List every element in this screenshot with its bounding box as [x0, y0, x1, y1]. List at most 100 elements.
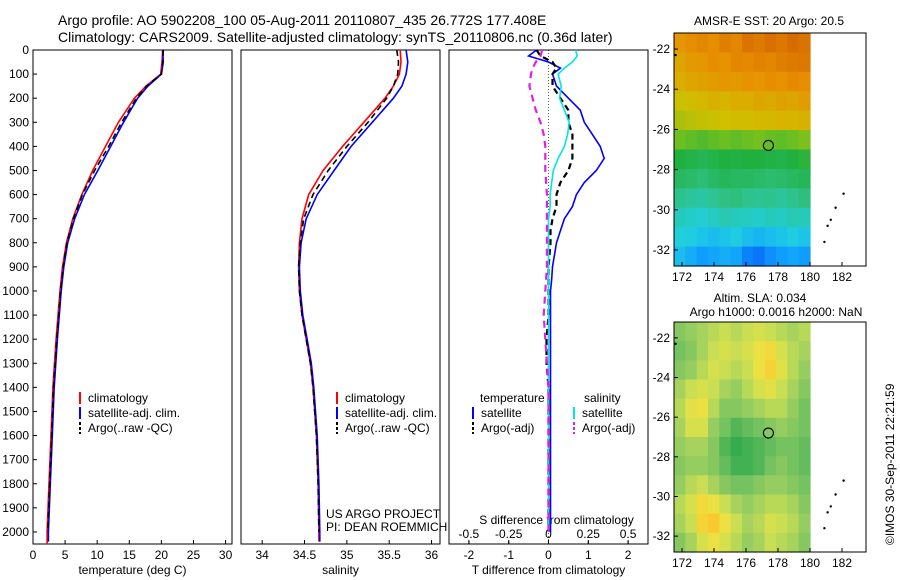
sst-map-cell — [696, 52, 709, 73]
sst-map-cell — [696, 246, 709, 267]
sst-map-cell — [776, 71, 788, 92]
sst-map-cell — [696, 227, 709, 248]
salinity-x-tick-label: 36 — [425, 548, 439, 562]
sst-map-cell — [708, 227, 720, 248]
temperature-y-tick-label: 600 — [9, 188, 29, 202]
sla-map-cell — [730, 437, 743, 457]
sla-map-cell — [764, 494, 777, 515]
sst-map-cell — [776, 110, 788, 131]
salinity-panel: 34 34.5 35 35.5 36 salinity climatologysatelli… — [240, 49, 441, 577]
sla-map-cell — [719, 513, 732, 534]
differences-series-line — [535, 49, 574, 532]
sst-map-cell — [674, 168, 686, 189]
sla-map-cell — [776, 513, 788, 534]
sst-map-cell — [798, 207, 811, 228]
sst-map-cell — [696, 188, 709, 209]
sst-map-cell — [798, 227, 811, 248]
sla-map-cell — [685, 322, 698, 342]
sst-map-cell — [685, 227, 698, 248]
sla-map-argo-marker — [762, 427, 774, 439]
sst-map-cell — [798, 110, 811, 131]
sla-map-cell — [674, 456, 686, 476]
sst-map-cell — [685, 33, 698, 54]
temperature-x-tick-label: 10 — [91, 548, 105, 562]
differences-top-tick-label: 0.25 — [577, 527, 601, 541]
sla-map-cell — [787, 341, 800, 361]
sla-map-cell — [798, 513, 811, 534]
temperature-y-tick-label: 500 — [9, 163, 29, 177]
sst-map-cell — [685, 71, 698, 92]
salinity-legend-label: Argo(..raw -QC) — [345, 421, 430, 435]
sst-map-cell — [787, 71, 800, 92]
sla-map-cell — [708, 379, 720, 400]
sla-map-cell — [719, 398, 732, 419]
sst-map-cell — [719, 52, 732, 73]
sla-map-cell — [753, 437, 766, 457]
sla-map-x-tick-label: 180 — [800, 556, 820, 570]
sst-map-cell — [730, 246, 743, 267]
sla-map-cell — [798, 437, 811, 457]
sla-map-cell — [742, 456, 754, 476]
sst-map-cell — [742, 71, 754, 92]
sla-map-cell — [776, 456, 788, 476]
sst-map-cell — [753, 130, 766, 151]
sla-map-cell — [719, 475, 732, 496]
sla-map-cell — [776, 341, 788, 361]
sst-map-cell — [708, 110, 720, 131]
differences-x-tick-label: 2 — [625, 548, 632, 562]
sst-map-cell — [719, 188, 732, 209]
pi-credit: PI: DEAN ROEMMICH — [326, 520, 447, 534]
sla-map-cell — [753, 475, 766, 496]
sst-map-cell — [764, 227, 777, 248]
sla-map-cell — [753, 417, 766, 438]
sla-map-cell — [674, 398, 686, 419]
sla-map-cell — [776, 360, 788, 381]
temperature-y-tick-label: 0 — [22, 43, 29, 57]
sst-map-cell — [764, 188, 777, 209]
sst-map-cell — [764, 52, 777, 73]
sst-map-cell — [730, 110, 743, 131]
sst-map-cell — [674, 33, 686, 54]
sst-map-cell — [787, 188, 800, 209]
temperature-legend-label: satellite-adj. clim. — [88, 406, 180, 420]
project-credit: US ARGO PROJECT — [326, 507, 441, 521]
salinity-x-tick-label: 35.5 — [378, 548, 402, 562]
sst-map-cell — [719, 168, 732, 189]
diff-salinity-legend-label: Argo(-adj) — [582, 421, 635, 435]
sla-map-cell — [787, 494, 800, 515]
figure-title-line1: Argo profile: AO 5902208_100 05-Aug-2011… — [58, 12, 546, 28]
sst-map-cell — [708, 207, 720, 228]
sla-map-cell — [685, 494, 698, 515]
sla-map-cell — [798, 379, 811, 400]
temperature-x-tick-label: 5 — [62, 548, 69, 562]
sst-map-cell — [776, 52, 788, 73]
temperature-y-tick-label: 900 — [9, 260, 29, 274]
differences-x-tick-label: -2 — [464, 548, 475, 562]
sla-map-y-tick-label: -32 — [653, 529, 671, 543]
sla-map-cell — [685, 417, 698, 438]
sst-map-cell — [798, 130, 811, 151]
diff-salinity-legend-label: satellite — [582, 406, 623, 420]
sst-map-cell — [719, 227, 732, 248]
sst-map-y-tick-label: -26 — [653, 122, 671, 136]
sst-map-cell — [674, 246, 686, 267]
sla-map-cell — [742, 513, 754, 534]
sst-map-cell — [685, 149, 698, 170]
sla-map-cell — [685, 379, 698, 400]
sla-map-cell — [719, 322, 732, 342]
differences-top-xlabel: S difference from climatology — [479, 513, 634, 527]
sla-map-cell — [764, 437, 777, 457]
sst-map-cell — [708, 149, 720, 170]
sst-map-cell — [776, 91, 788, 112]
sla-map-x-tick-label: 172 — [672, 556, 692, 570]
sla-map-cell — [696, 360, 709, 381]
sla-map-cell — [798, 456, 811, 476]
sst-map-cell — [753, 168, 766, 189]
temperature-y-tick-label: 1200 — [2, 332, 29, 346]
sst-map-cell — [708, 71, 720, 92]
sst-map-cell — [685, 91, 698, 112]
sla-map-cell — [696, 513, 709, 534]
sla-map-cell — [764, 417, 777, 438]
sst-map-axes-frame — [673, 32, 867, 267]
